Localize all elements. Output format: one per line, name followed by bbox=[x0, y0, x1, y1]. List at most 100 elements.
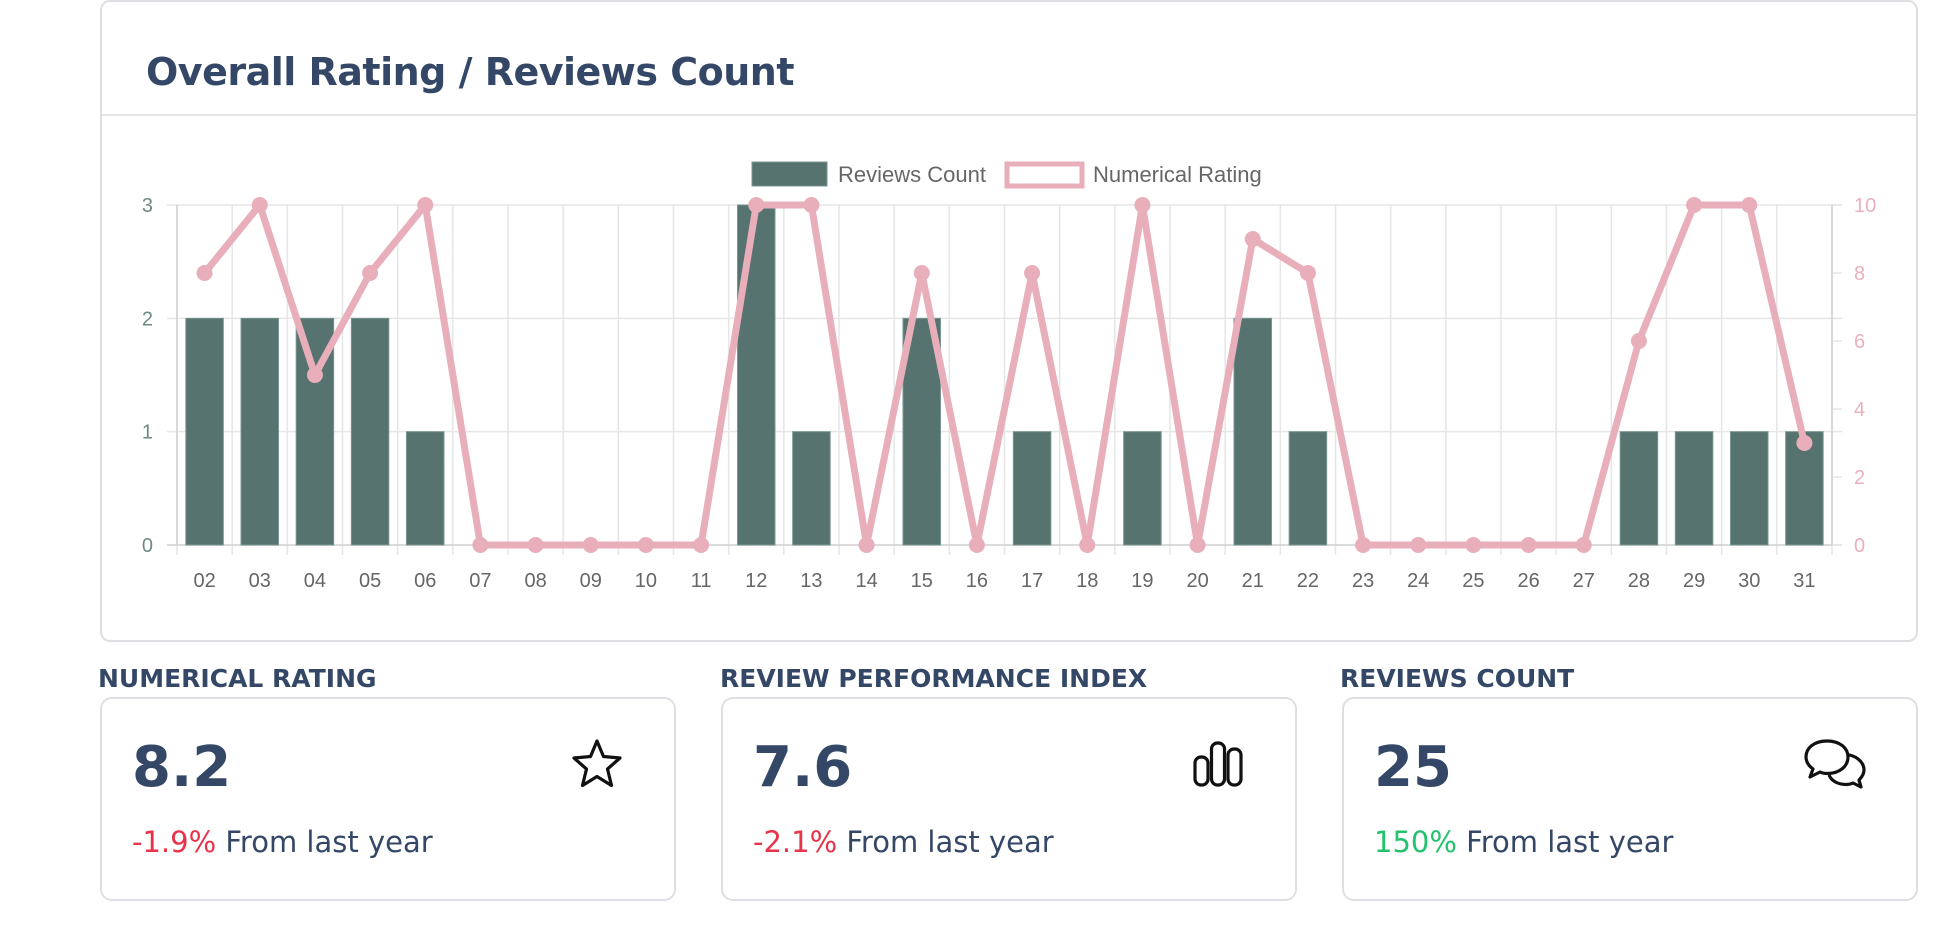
x-tick-label: 22 bbox=[1297, 570, 1319, 592]
stat-card: 8.2 -1.9% From last year bbox=[100, 697, 676, 901]
line-point bbox=[417, 197, 434, 213]
chat-bubbles-icon bbox=[1804, 739, 1866, 789]
y-left-tick-label: 2 bbox=[142, 308, 153, 330]
x-tick-label: 21 bbox=[1242, 570, 1264, 592]
line-point bbox=[1355, 537, 1372, 553]
line-point bbox=[1465, 537, 1482, 553]
line-point bbox=[196, 265, 213, 281]
stat-label: NUMERICAL RATING bbox=[98, 664, 377, 693]
x-tick-label: 26 bbox=[1517, 570, 1539, 592]
stat-card: 7.6 -2.1% From last year bbox=[721, 697, 1297, 901]
line-point bbox=[1189, 537, 1206, 553]
bar bbox=[1123, 431, 1162, 546]
x-tick-label: 09 bbox=[580, 570, 602, 592]
x-tick-label: 20 bbox=[1186, 570, 1208, 592]
bar-chart-icon bbox=[1193, 741, 1243, 787]
line-point bbox=[1410, 537, 1427, 553]
bar bbox=[792, 431, 831, 546]
x-tick-label: 29 bbox=[1683, 570, 1705, 592]
x-tick-label: 27 bbox=[1573, 570, 1595, 592]
stat-delta: -1.9% bbox=[132, 825, 217, 859]
x-tick-label: 25 bbox=[1462, 570, 1484, 592]
x-tick-label: 17 bbox=[1021, 570, 1043, 592]
bar bbox=[1729, 431, 1769, 546]
y-right-tick-label: 6 bbox=[1854, 331, 1865, 353]
line-point bbox=[1134, 197, 1151, 213]
stat-label: REVIEW PERFORMANCE INDEX bbox=[720, 664, 1148, 693]
star-icon bbox=[572, 739, 622, 788]
y-right-tick-label: 0 bbox=[1854, 535, 1865, 557]
line-point bbox=[637, 537, 654, 553]
chart-card-header: Overall Rating / Reviews Count bbox=[102, 2, 1916, 116]
legend-swatch-reviews-count bbox=[751, 161, 828, 187]
x-tick-label: 31 bbox=[1793, 570, 1815, 592]
bar bbox=[405, 431, 445, 546]
x-tick-label: 23 bbox=[1352, 570, 1374, 592]
stat-change: -2.1% From last year bbox=[753, 825, 1054, 859]
line-point bbox=[968, 537, 985, 553]
x-tick-label: 05 bbox=[359, 570, 381, 592]
y-right-tick-label: 10 bbox=[1854, 195, 1876, 217]
bar bbox=[736, 204, 776, 546]
line-point bbox=[1686, 197, 1703, 213]
stat-label: REVIEWS COUNT bbox=[1340, 664, 1575, 693]
stat-change: -1.9% From last year bbox=[132, 825, 433, 859]
stat-delta: 150% bbox=[1374, 825, 1457, 859]
line-point bbox=[913, 265, 930, 281]
line-point bbox=[1520, 537, 1537, 553]
stat-value: 25 bbox=[1374, 735, 1452, 800]
stat-card: 25 150% From last year bbox=[1342, 697, 1918, 901]
line-point bbox=[1575, 537, 1592, 553]
x-tick-label: 18 bbox=[1076, 570, 1098, 592]
legend-label-reviews-count: Reviews Count bbox=[838, 162, 986, 187]
chart-card: Overall Rating / Reviews Count bbox=[100, 0, 1918, 642]
x-tick-label: 11 bbox=[691, 570, 712, 592]
line-point bbox=[362, 265, 379, 281]
line-point bbox=[527, 537, 544, 553]
line-point bbox=[1079, 537, 1096, 553]
y-right-tick-label: 2 bbox=[1854, 467, 1865, 489]
line-point bbox=[693, 537, 710, 553]
x-tick-label: 16 bbox=[966, 570, 988, 592]
bar bbox=[1012, 431, 1052, 546]
x-tick-label: 12 bbox=[745, 570, 767, 592]
x-tick-label: 30 bbox=[1738, 570, 1760, 592]
line-point bbox=[748, 197, 765, 213]
bar bbox=[1674, 431, 1714, 546]
line-point bbox=[858, 537, 875, 553]
x-tick-label: 06 bbox=[414, 570, 436, 592]
stat-suffix: From last year bbox=[846, 825, 1054, 859]
bar bbox=[350, 317, 390, 546]
legend-label-numerical-rating: Numerical Rating bbox=[1093, 162, 1262, 187]
x-tick-label: 19 bbox=[1131, 570, 1153, 592]
y-right-tick-label: 4 bbox=[1854, 399, 1865, 421]
y-left-tick-label: 3 bbox=[142, 195, 153, 217]
x-tick-label: 08 bbox=[524, 570, 546, 592]
y-left-tick-label: 0 bbox=[142, 535, 153, 557]
chart-title: Overall Rating / Reviews Count bbox=[146, 50, 795, 94]
x-tick-label: 14 bbox=[855, 570, 877, 592]
stat-value: 8.2 bbox=[132, 735, 232, 800]
stat-value: 7.6 bbox=[753, 735, 853, 800]
line-point bbox=[803, 197, 820, 213]
y-right-tick-label: 8 bbox=[1854, 263, 1865, 285]
line-point bbox=[582, 537, 599, 553]
x-tick-label: 07 bbox=[469, 570, 491, 592]
bar bbox=[240, 317, 280, 546]
x-tick-label: 13 bbox=[800, 570, 822, 592]
line-point bbox=[1741, 197, 1758, 213]
x-tick-label: 03 bbox=[249, 570, 271, 592]
bar bbox=[185, 317, 224, 546]
line-point bbox=[1244, 231, 1261, 247]
stat-change: 150% From last year bbox=[1374, 825, 1673, 859]
line-point bbox=[1796, 435, 1813, 451]
line-point bbox=[306, 367, 323, 383]
x-tick-label: 04 bbox=[304, 570, 326, 592]
x-tick-label: 24 bbox=[1407, 570, 1429, 592]
stat-suffix: From last year bbox=[225, 825, 433, 859]
line-point bbox=[251, 197, 268, 213]
bar bbox=[902, 317, 942, 546]
y-left-tick-label: 1 bbox=[142, 422, 153, 444]
line-point bbox=[472, 537, 489, 553]
stat-suffix: From last year bbox=[1466, 825, 1674, 859]
